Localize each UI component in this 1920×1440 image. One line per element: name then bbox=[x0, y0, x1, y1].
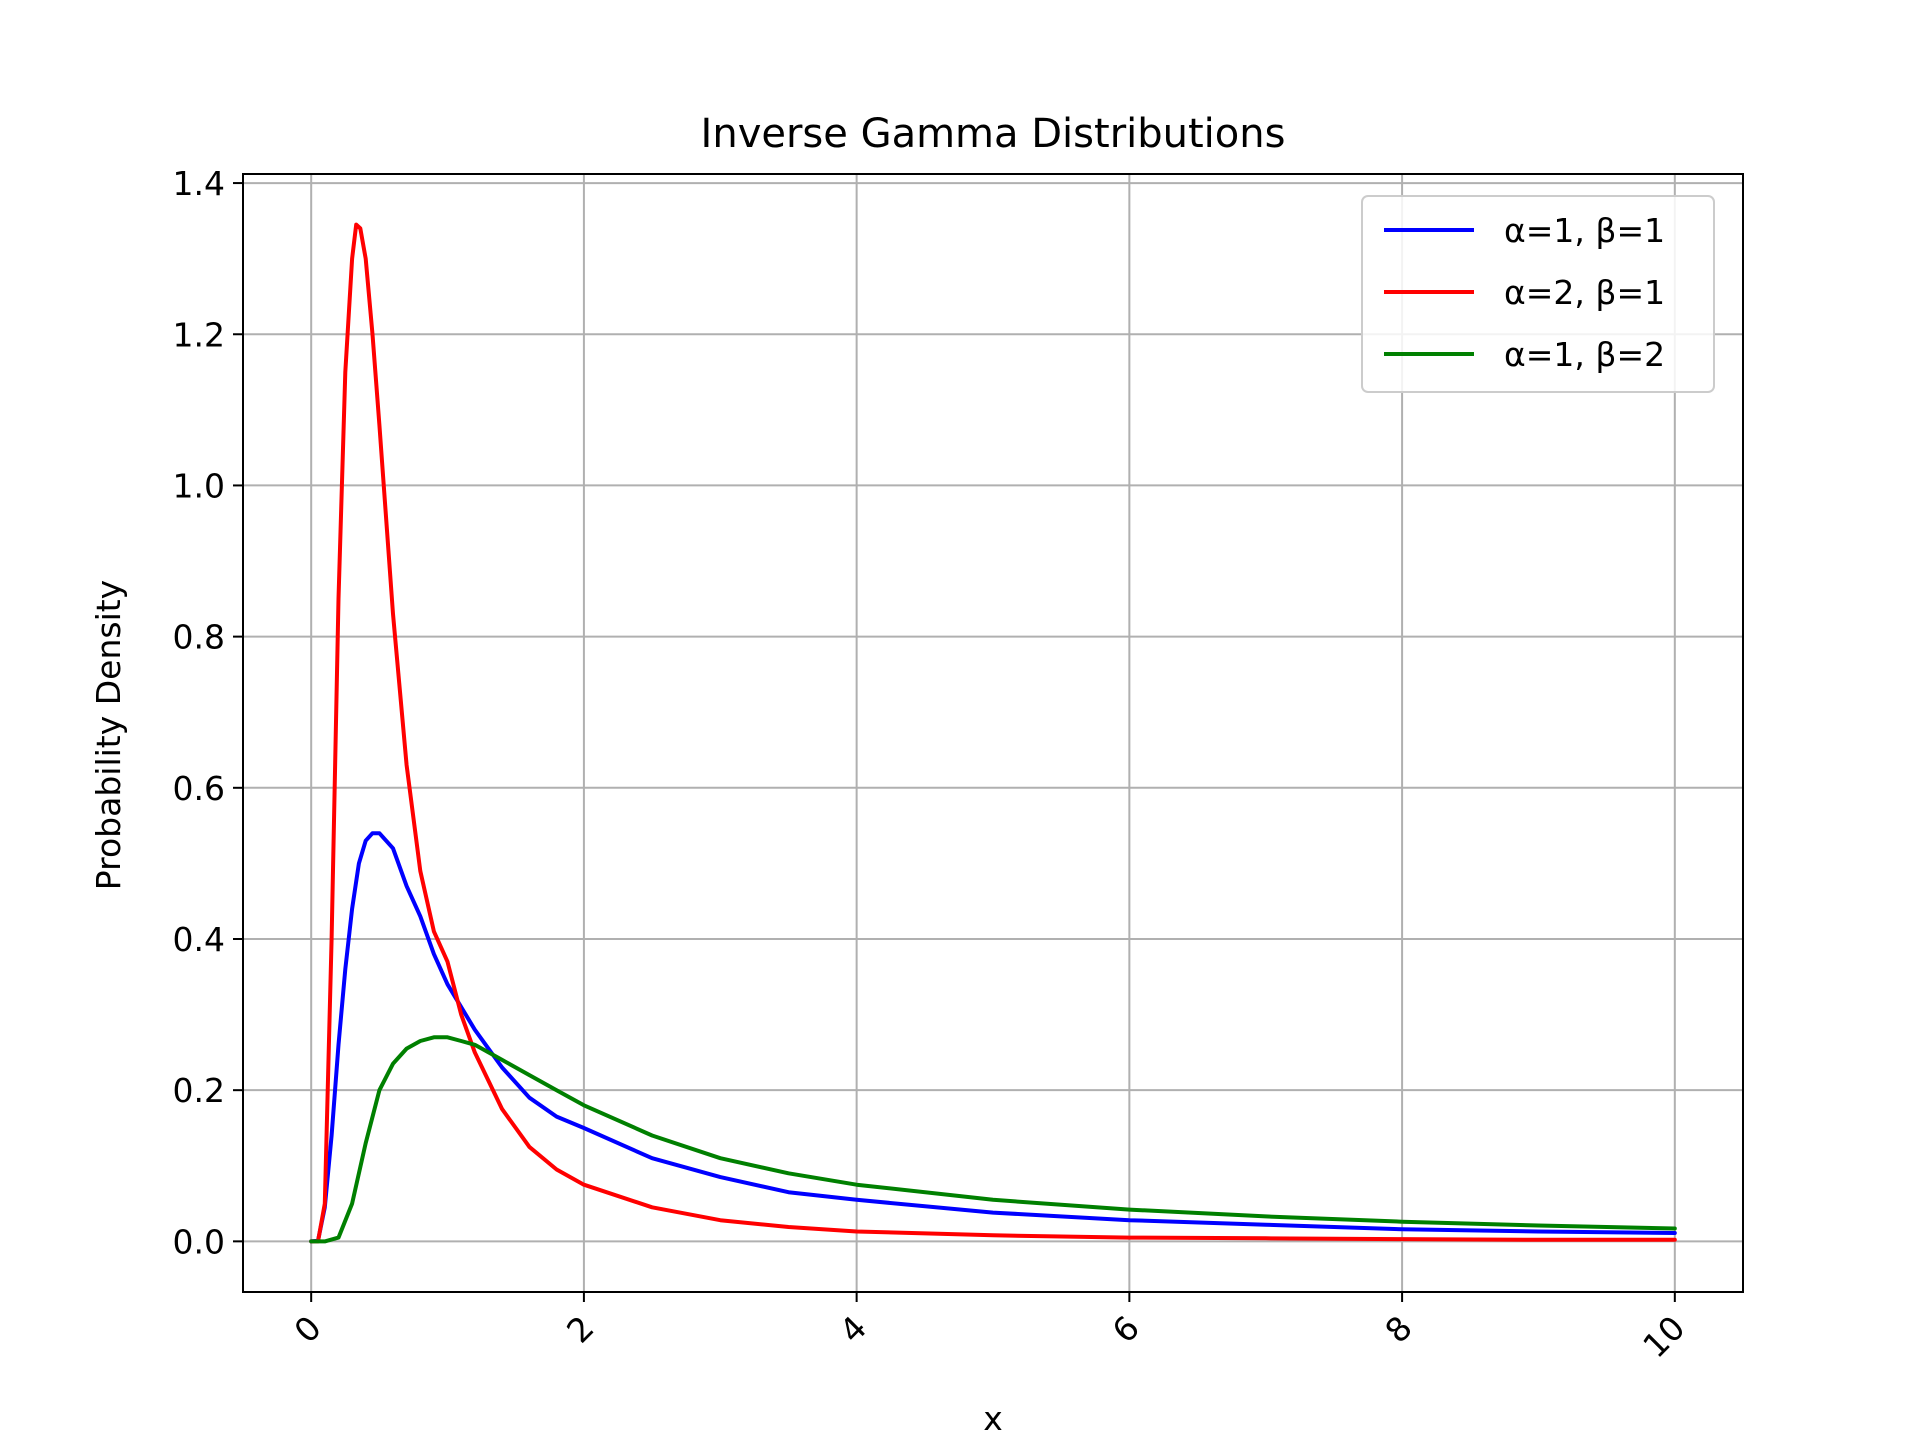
y-axis-label: Probability Density bbox=[89, 580, 128, 890]
legend-entries: α=1, β=1 α=2, β=1 α=1, β=2 bbox=[1384, 211, 1665, 374]
series-line-2 bbox=[309, 222, 1677, 1244]
legend-box bbox=[1361, 195, 1715, 393]
legend-label-1: α=1, β=1 bbox=[1504, 211, 1665, 250]
plot-area-frame bbox=[242, 173, 1744, 1293]
x-axis-label: x bbox=[983, 1399, 1003, 1438]
y-tick-label: 1.4 bbox=[173, 164, 225, 203]
chart-title: Inverse Gamma Distributions bbox=[701, 111, 1286, 157]
y-tick-label: 0.6 bbox=[173, 769, 225, 808]
y-tick-label: 1.2 bbox=[173, 315, 225, 354]
y-tick-label: 0.8 bbox=[173, 618, 225, 657]
plot-series bbox=[309, 222, 1677, 1244]
y-tick-label: 0.2 bbox=[173, 1071, 225, 1110]
y-axis-ticks: 0.0 0.2 0.4 0.6 0.8 1.0 1.2 1.4 bbox=[173, 164, 243, 1261]
y-tick-label: 0.4 bbox=[173, 920, 225, 959]
y-tick-label: 0.0 bbox=[173, 1222, 225, 1261]
legend-label-2: α=2, β=1 bbox=[1504, 273, 1665, 312]
legend-label-3: α=1, β=2 bbox=[1504, 335, 1665, 374]
y-tick-label: 1.0 bbox=[173, 466, 225, 505]
legend: α=1, β=1 α=2, β=1 α=1, β=2 bbox=[1361, 195, 1715, 393]
series-line-1 bbox=[309, 831, 1677, 1244]
series-line-3 bbox=[309, 1035, 1677, 1244]
